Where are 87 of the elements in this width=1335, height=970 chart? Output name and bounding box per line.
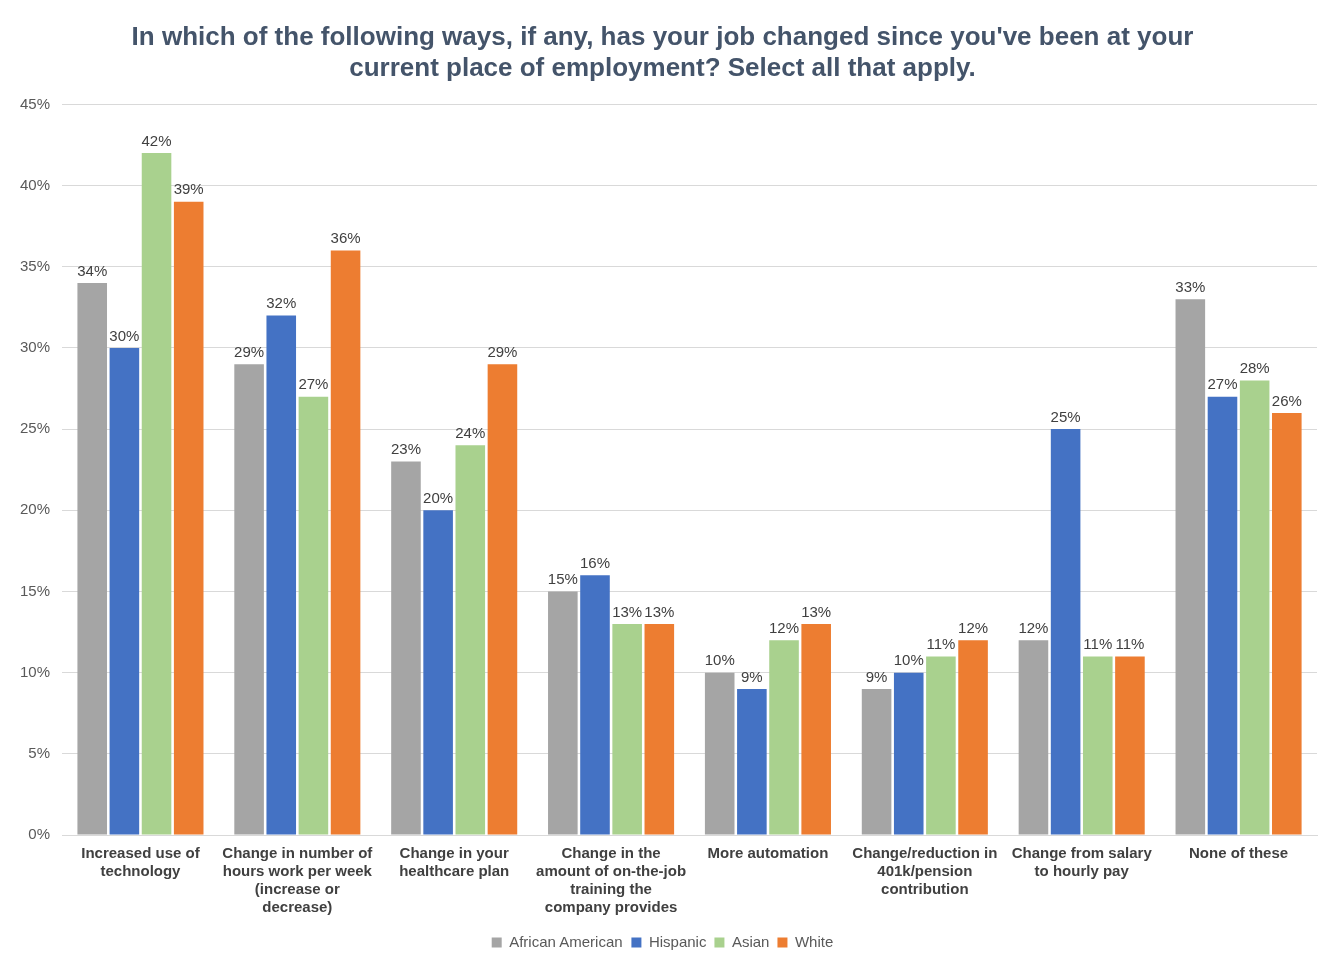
data-label: 12% [958, 618, 989, 636]
bar [1207, 396, 1238, 835]
data-label: 25% [1050, 407, 1081, 425]
data-label: 28% [1239, 359, 1270, 377]
y-tick-label: 40% [19, 175, 51, 193]
data-label: 27% [1207, 375, 1238, 393]
x-tick-label: Change in the amount of on-the-job training the company provides [536, 844, 687, 916]
data-label: 27% [298, 375, 329, 393]
data-label: 23% [390, 440, 421, 458]
bar [737, 688, 767, 835]
y-tick-label: 10% [19, 662, 51, 680]
bar [109, 347, 140, 835]
data-label: 11% [1083, 635, 1113, 653]
data-label: 10% [893, 651, 924, 669]
bar [548, 591, 578, 835]
data-label: 32% [266, 294, 297, 312]
data-label: 12% [1018, 618, 1049, 636]
data-label: 9% [741, 667, 763, 685]
x-tick-label: Change in number of hours work per week (increase or decrease) [222, 844, 374, 916]
bar [391, 461, 421, 835]
x-tick-label: Change/reduction in 401k/pension contribution [852, 844, 998, 898]
data-label: 36% [330, 229, 361, 247]
data-label: 29% [487, 342, 518, 360]
data-label: 30% [109, 326, 140, 344]
bar [861, 688, 892, 835]
data-label: 11% [1115, 635, 1145, 653]
bar [1050, 429, 1081, 835]
data-label: 33% [1175, 277, 1206, 295]
bar [1115, 656, 1145, 835]
legend-label: African American [509, 932, 623, 950]
bar [769, 640, 799, 835]
bar [893, 672, 924, 835]
bar [234, 364, 264, 835]
data-label: 34% [77, 261, 108, 279]
bar [487, 364, 518, 835]
bar [173, 201, 204, 835]
bar [958, 640, 988, 835]
bar [1175, 299, 1206, 835]
bar [141, 153, 172, 835]
chart-title: In which of the following ways, if any, has your job changed since you've been at your current place of employment? Select all that apply. [131, 20, 1194, 82]
data-label: 24% [455, 423, 486, 441]
legend-label: White [794, 932, 834, 950]
bar [455, 445, 486, 835]
data-label: 20% [423, 488, 454, 506]
bar [266, 315, 297, 835]
legend-label: Asian [731, 932, 770, 950]
data-label: 42% [141, 131, 172, 149]
y-tick-label: 20% [19, 500, 51, 518]
data-label: 9% [865, 667, 888, 685]
y-tick-label: 45% [19, 94, 51, 112]
data-label: 13% [612, 602, 643, 620]
bar [1239, 380, 1270, 835]
bar [704, 672, 735, 835]
data-label: 39% [173, 180, 204, 198]
bar [298, 396, 329, 835]
y-tick-label: 25% [19, 419, 51, 437]
x-tick-label: More automation [707, 844, 829, 862]
data-label: 26% [1271, 391, 1302, 409]
data-label: 15% [547, 570, 578, 588]
data-label: 13% [644, 602, 675, 620]
legend-label: Hispanic [648, 932, 707, 950]
y-tick-label: 5% [28, 743, 51, 761]
x-tick-label: Increased use of technology [81, 844, 201, 880]
x-tick-label: None of these [1188, 844, 1289, 862]
bar [926, 656, 956, 835]
data-label: 12% [769, 618, 800, 636]
bar [423, 510, 453, 835]
bar [644, 623, 675, 835]
y-tick-label: 0% [28, 825, 51, 843]
data-label: 16% [579, 553, 611, 571]
bar [801, 623, 831, 835]
bar [1082, 656, 1113, 835]
y-tick-label: 15% [19, 581, 51, 599]
x-tick-label: Change from salary to hourly pay [1011, 844, 1153, 880]
y-tick-label: 30% [19, 338, 51, 356]
bar [77, 282, 108, 835]
y-tick-label: 35% [19, 256, 51, 274]
data-label: 13% [801, 602, 832, 620]
x-tick-label: Change in your healthcare plan [399, 844, 510, 880]
bar [612, 623, 642, 835]
data-label: 29% [234, 342, 265, 360]
data-label: 10% [704, 651, 735, 669]
bar [330, 250, 361, 835]
bar [580, 575, 610, 835]
data-label: 11% [926, 635, 956, 653]
bar [1272, 412, 1302, 835]
bar [1018, 640, 1049, 835]
